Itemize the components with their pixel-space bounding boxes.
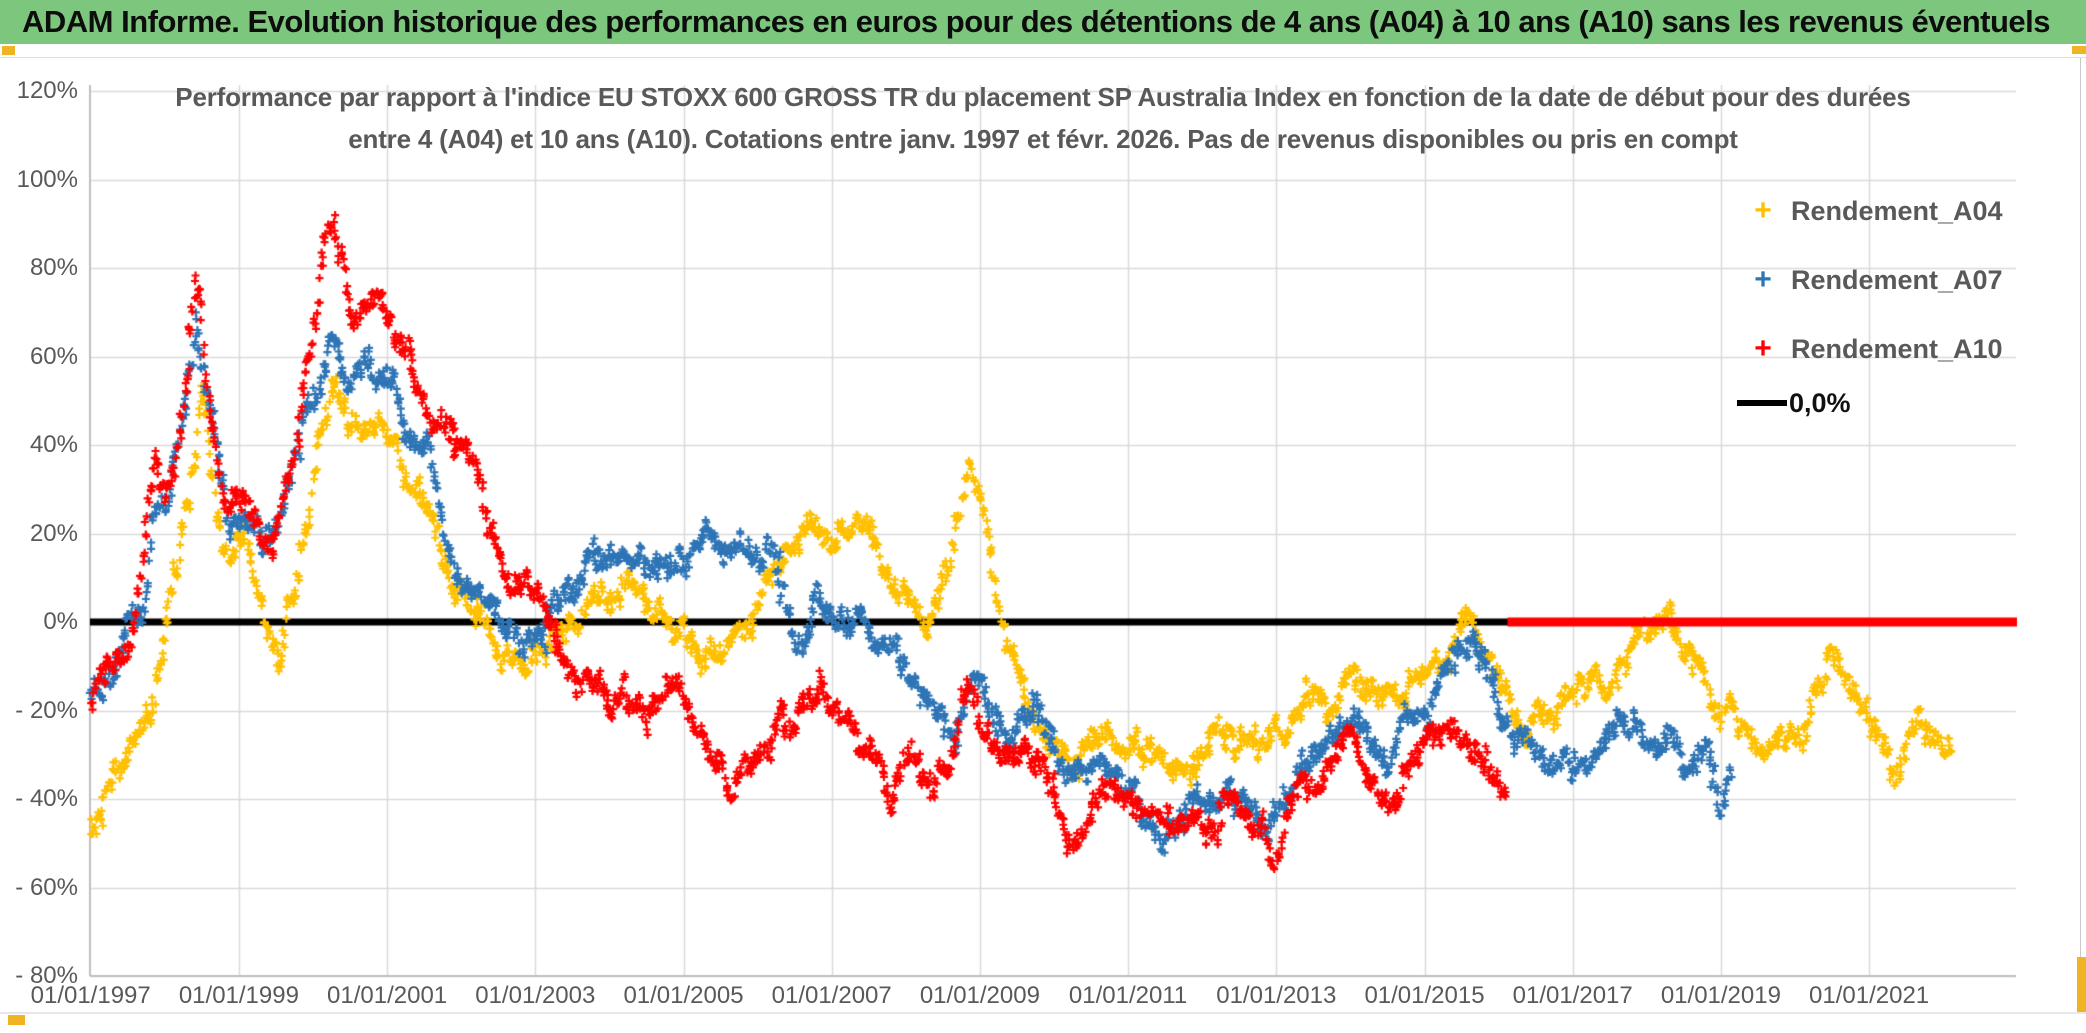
x-tick-label: 01/01/2009 [919, 982, 1040, 1009]
x-tick-label: 01/01/2019 [1660, 982, 1781, 1009]
y-tick-label: 40% [29, 431, 78, 458]
legend-label: Rendement_A04 [1791, 195, 2003, 226]
y-tick-label: 20% [29, 519, 78, 547]
legend-item-rendement-a10[interactable]: + Rendement_A10 [1737, 332, 2003, 365]
x-tick-label: 01/01/1999 [178, 982, 299, 1009]
plus-marker-icon: + [1754, 332, 1772, 365]
y-tick-label: - 20% [15, 696, 78, 724]
plus-marker-icon: + [1754, 263, 1772, 296]
x-tick-label: 01/01/2011 [1068, 982, 1188, 1009]
x-tick-label: 01/01/2003 [475, 982, 596, 1009]
y-tick-label: 120% [16, 77, 78, 104]
bottom-scrollbar-track[interactable] [0, 1012, 2086, 1033]
chart-title-line2: entre 4 (A04) et 10 ans (A10). Cotations… [348, 124, 1738, 154]
x-tick-label: 01/01/2005 [623, 982, 744, 1009]
gold-scrollbar-thumb[interactable] [8, 1015, 25, 1025]
x-tick-label: 01/01/1997 [30, 982, 151, 1009]
legend-item-rendement-a04[interactable]: + Rendement_A04 [1737, 194, 2003, 227]
legend-label: Rendement_A07 [1791, 264, 2003, 295]
y-tick-label: - 40% [15, 785, 78, 812]
gold-scroll-indicator[interactable] [2077, 957, 2086, 1019]
window-right-edge [2080, 58, 2081, 1013]
x-tick-label: 01/01/2015 [1364, 982, 1485, 1009]
legend-item-rendement-a07[interactable]: + Rendement_A07 [1737, 263, 2003, 296]
y-tick-label: - 80% [15, 962, 78, 989]
chart-title-line1: Performance par rapport à l'indice EU ST… [175, 82, 1911, 112]
legend-label: Rendement_A10 [1791, 333, 2003, 364]
zero-line-swatch-icon [1737, 400, 1787, 406]
y-tick-label: 80% [29, 254, 78, 281]
y-tick-label: 60% [29, 342, 78, 370]
x-tick-label: 01/01/2001 [327, 982, 448, 1009]
x-tick-label: 01/01/2007 [771, 982, 892, 1009]
y-tick-label: 0% [43, 608, 78, 635]
x-tick-label: 01/01/2013 [1216, 982, 1337, 1009]
x-tick-label: 01/01/2017 [1512, 982, 1633, 1009]
x-tick-label: 01/01/2021 [1809, 982, 1930, 1009]
legend-label: 0,0% [1789, 387, 1851, 418]
y-tick-label: 100% [16, 165, 78, 193]
y-tick-label: - 60% [15, 873, 78, 901]
plus-marker-icon: + [1754, 194, 1772, 227]
legend-item-zero-line[interactable]: 0,0% [1737, 388, 1851, 418]
